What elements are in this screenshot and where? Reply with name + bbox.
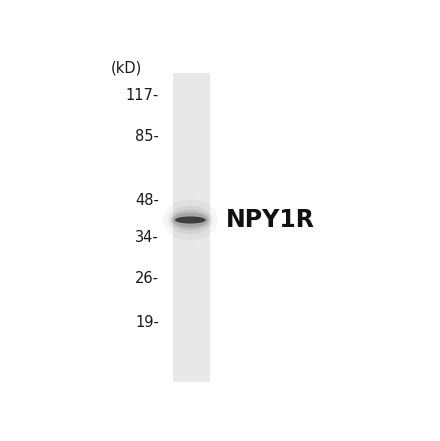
Ellipse shape [179,218,198,222]
Text: 34-: 34- [135,231,159,246]
Ellipse shape [175,217,206,224]
Text: NPY1R: NPY1R [226,208,314,232]
Text: 85-: 85- [135,129,159,144]
Text: 19-: 19- [135,315,159,330]
Ellipse shape [171,209,210,230]
Ellipse shape [163,199,218,241]
Ellipse shape [172,212,208,228]
Text: 117-: 117- [126,88,159,103]
Text: 26-: 26- [135,271,159,286]
Ellipse shape [168,206,213,234]
Bar [172,73,210,382]
Text: 48-: 48- [135,193,159,208]
Text: (kD): (kD) [111,61,142,76]
